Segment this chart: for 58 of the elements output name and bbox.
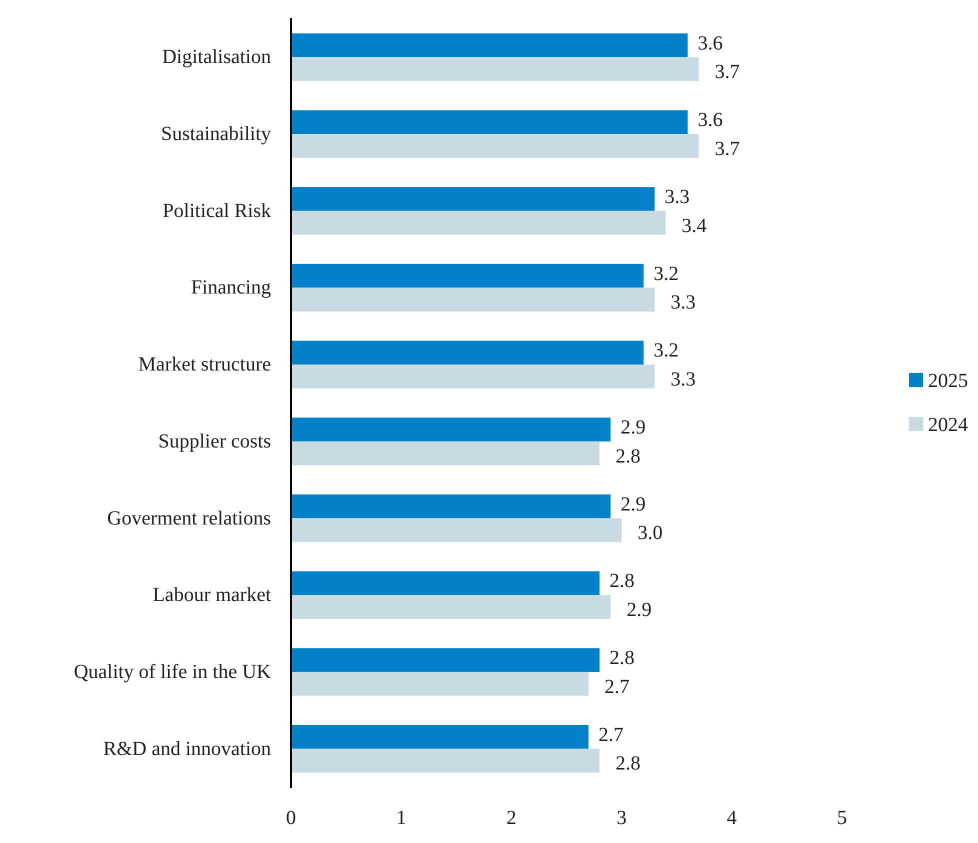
bar <box>291 340 644 365</box>
data-label: 2.7 <box>598 724 624 746</box>
data-label: 3.6 <box>698 32 723 54</box>
data-label: 2.7 <box>604 676 630 698</box>
y-tick-label: Goverment relations <box>107 507 272 530</box>
y-tick-label: Quality of life in the UK <box>74 660 272 683</box>
y-tick-label: R&D and innovation <box>103 738 271 760</box>
legend-label: 2025 <box>928 370 968 392</box>
data-label: 2.8 <box>610 570 635 592</box>
y-tick-label: Market structure <box>138 354 272 376</box>
x-tick-label: 1 <box>396 807 406 829</box>
y-tick-label: Digitalisation <box>162 46 271 68</box>
y-tick-label: Supplier costs <box>158 430 272 452</box>
bar <box>291 595 611 619</box>
bar <box>291 264 644 288</box>
data-label: 2.8 <box>616 752 641 775</box>
data-label: 2.9 <box>620 493 646 516</box>
bar <box>291 518 622 542</box>
bar <box>291 134 699 158</box>
bar <box>291 57 699 82</box>
bar <box>291 672 589 696</box>
data-label: 2.8 <box>610 647 635 670</box>
bar <box>291 288 655 312</box>
x-tick-label: 5 <box>837 807 847 829</box>
x-tick-label: 3 <box>616 807 627 829</box>
data-label: 3.7 <box>714 61 740 84</box>
data-label: 2.9 <box>626 599 652 622</box>
data-label: 3.3 <box>664 186 690 208</box>
data-label: 2.8 <box>616 445 641 468</box>
x-tick-label: 2 <box>506 807 516 829</box>
legend-label: 2024 <box>928 414 968 436</box>
bar <box>291 571 600 596</box>
bar <box>291 364 655 388</box>
data-label: 3.7 <box>714 138 740 160</box>
data-label: 3.0 <box>638 522 663 544</box>
bar <box>291 187 655 211</box>
bar <box>291 210 666 235</box>
data-label: 3.4 <box>682 214 707 237</box>
data-label: 3.2 <box>654 262 679 285</box>
bar <box>291 748 600 773</box>
x-tick-label: 4 <box>726 807 737 829</box>
y-tick-label: Labour market <box>152 584 272 606</box>
bar <box>291 648 600 672</box>
bar <box>291 724 589 749</box>
bar <box>291 494 611 518</box>
data-label: 3.3 <box>670 292 696 314</box>
y-tick-label: Sustainability <box>161 123 271 146</box>
bar <box>291 441 600 466</box>
data-label: 2.9 <box>620 416 646 439</box>
data-label: 3.3 <box>670 368 696 390</box>
y-tick-label: Political Risk <box>162 200 271 222</box>
bar <box>291 418 611 442</box>
bar <box>291 33 688 58</box>
data-label: 3.2 <box>654 340 679 362</box>
y-tick-label: Financing <box>191 276 271 299</box>
bar <box>291 110 688 134</box>
data-label: 3.6 <box>698 109 723 132</box>
x-tick-label: 0 <box>286 807 296 829</box>
